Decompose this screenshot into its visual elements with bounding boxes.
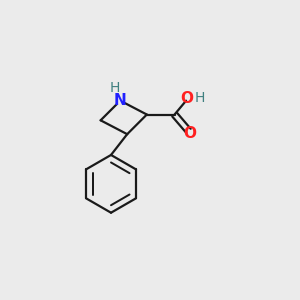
Text: H: H xyxy=(109,81,120,95)
Text: O: O xyxy=(181,91,194,106)
Text: H: H xyxy=(194,91,205,105)
Text: O: O xyxy=(184,126,197,141)
Text: N: N xyxy=(114,93,127,108)
